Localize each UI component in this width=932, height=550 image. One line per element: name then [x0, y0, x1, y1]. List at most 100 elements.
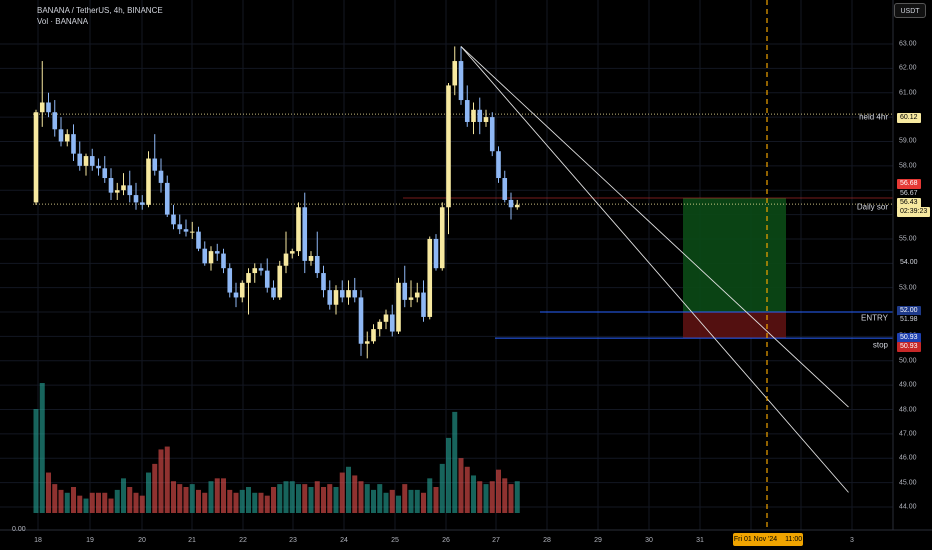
- candle-body: [208, 251, 214, 264]
- volume-bar: [289, 481, 295, 513]
- volume-bar: [283, 481, 289, 513]
- volume-bar: [458, 458, 464, 513]
- time-tick-label: 3: [850, 537, 854, 544]
- volume-bar: [127, 487, 133, 513]
- volume-bar: [346, 466, 351, 513]
- volume-bar: [452, 411, 458, 513]
- cursor-time: 11:00: [785, 536, 803, 543]
- volume-bar: [139, 495, 145, 513]
- candle-body: [71, 134, 76, 154]
- volume-bar: [46, 472, 51, 513]
- candle-body: [489, 117, 495, 152]
- chart-legend: BANANA / TetherUS, 4h, BINANCE Vol · BAN…: [37, 5, 163, 27]
- candle-body: [133, 195, 139, 203]
- volume-bar: [314, 481, 320, 513]
- candle-body: [252, 268, 258, 274]
- candle-body: [464, 100, 470, 122]
- volume-bar: [52, 484, 58, 513]
- price-tick-label: 50.00: [899, 357, 917, 365]
- candle-body: [264, 270, 270, 288]
- horizontal-lines[interactable]: [33, 113, 893, 339]
- volume-bar: [102, 492, 108, 513]
- time-tick-label: 21: [188, 537, 196, 544]
- candle-body: [189, 231, 195, 233]
- volume-bar: [221, 478, 226, 513]
- price-tick-label: 46.00: [899, 454, 917, 462]
- candle-body: [83, 156, 89, 166]
- line-label-entry: ENTRY: [861, 313, 888, 323]
- candle-body: [458, 61, 464, 101]
- time-tick-label: 31: [696, 537, 704, 544]
- volume-bar: [327, 484, 333, 513]
- volume-bar: [239, 489, 245, 513]
- price-badge: 54.00: [897, 258, 921, 268]
- time-tick-label: 26: [442, 537, 450, 544]
- time-tick-label: 30: [645, 537, 653, 544]
- candle-body: [39, 102, 45, 113]
- candle-body: [446, 85, 451, 208]
- volume-bar: [171, 481, 176, 513]
- volume-bar: [114, 489, 120, 513]
- price-badge: 56.68: [897, 179, 921, 189]
- volume-bar: [496, 469, 501, 513]
- candle-body: [177, 224, 183, 230]
- position-zones: [403, 197, 893, 339]
- volume-bar: [58, 489, 64, 513]
- volume-bar: [77, 495, 83, 513]
- candle-body: [283, 253, 289, 266]
- currency-button[interactable]: USDT: [894, 3, 926, 18]
- symbol-title[interactable]: BANANA / TetherUS, 4h, BINANCE: [37, 6, 163, 15]
- candle-body: [121, 185, 126, 191]
- price-tick-label: 62.00: [899, 64, 917, 72]
- candle-body: [514, 204, 520, 208]
- time-tick-label: 28: [543, 537, 551, 544]
- volume-bar: [446, 437, 451, 513]
- volume-bar: [308, 487, 314, 513]
- candle-body: [358, 297, 364, 344]
- profit-zone: [683, 198, 786, 313]
- volume-bar: [64, 492, 70, 513]
- candle-body: [321, 273, 326, 291]
- price-badge: 02:39:23: [897, 207, 931, 217]
- loss-zone: [683, 312, 786, 339]
- candle-body: [139, 202, 145, 205]
- candle-body: [508, 199, 514, 208]
- volume-bar: [227, 489, 233, 513]
- volume-bar: [464, 466, 470, 513]
- candle-body: [308, 256, 314, 261]
- volume-bar: [483, 484, 489, 513]
- volume-zero-label: 0.00: [12, 526, 26, 533]
- candle-body: [46, 102, 51, 113]
- price-badge: 51.98: [897, 315, 921, 325]
- candle-body: [96, 165, 101, 169]
- candle-body: [164, 182, 170, 215]
- candle-body: [158, 170, 164, 183]
- price-tick-label: 59.00: [899, 137, 917, 145]
- candle-body: [58, 129, 64, 142]
- price-badge: 50.93: [897, 342, 921, 352]
- volume-bar: [383, 492, 389, 513]
- volume-bar: [158, 449, 164, 513]
- volume-bar: [39, 383, 45, 513]
- candle-body: [427, 238, 433, 317]
- volume-bar: [433, 487, 439, 513]
- volume-bar: [402, 484, 408, 513]
- trend-lines[interactable]: [460, 46, 849, 493]
- price-tick-label: 53.00: [899, 284, 917, 292]
- price-tick-label: 49.00: [899, 381, 917, 389]
- cursor-date: Fri 01 Nov '24: [733, 536, 778, 543]
- candle-body: [271, 287, 276, 298]
- cursor-time-badge: Fri 01 Nov '24 11:00: [733, 533, 803, 546]
- candle-body: [414, 292, 420, 298]
- candle-body: [483, 117, 489, 122]
- volume-bar: [508, 484, 514, 513]
- candle-body: [108, 178, 114, 193]
- candle-body: [396, 282, 401, 332]
- candle-body: [64, 134, 70, 142]
- volume-bar: [477, 481, 483, 513]
- volume-bar: [121, 478, 126, 513]
- volume-indicator-title[interactable]: Vol · BANANA: [37, 17, 89, 26]
- time-tick-label: 18: [34, 537, 42, 544]
- volume-bar: [439, 463, 445, 513]
